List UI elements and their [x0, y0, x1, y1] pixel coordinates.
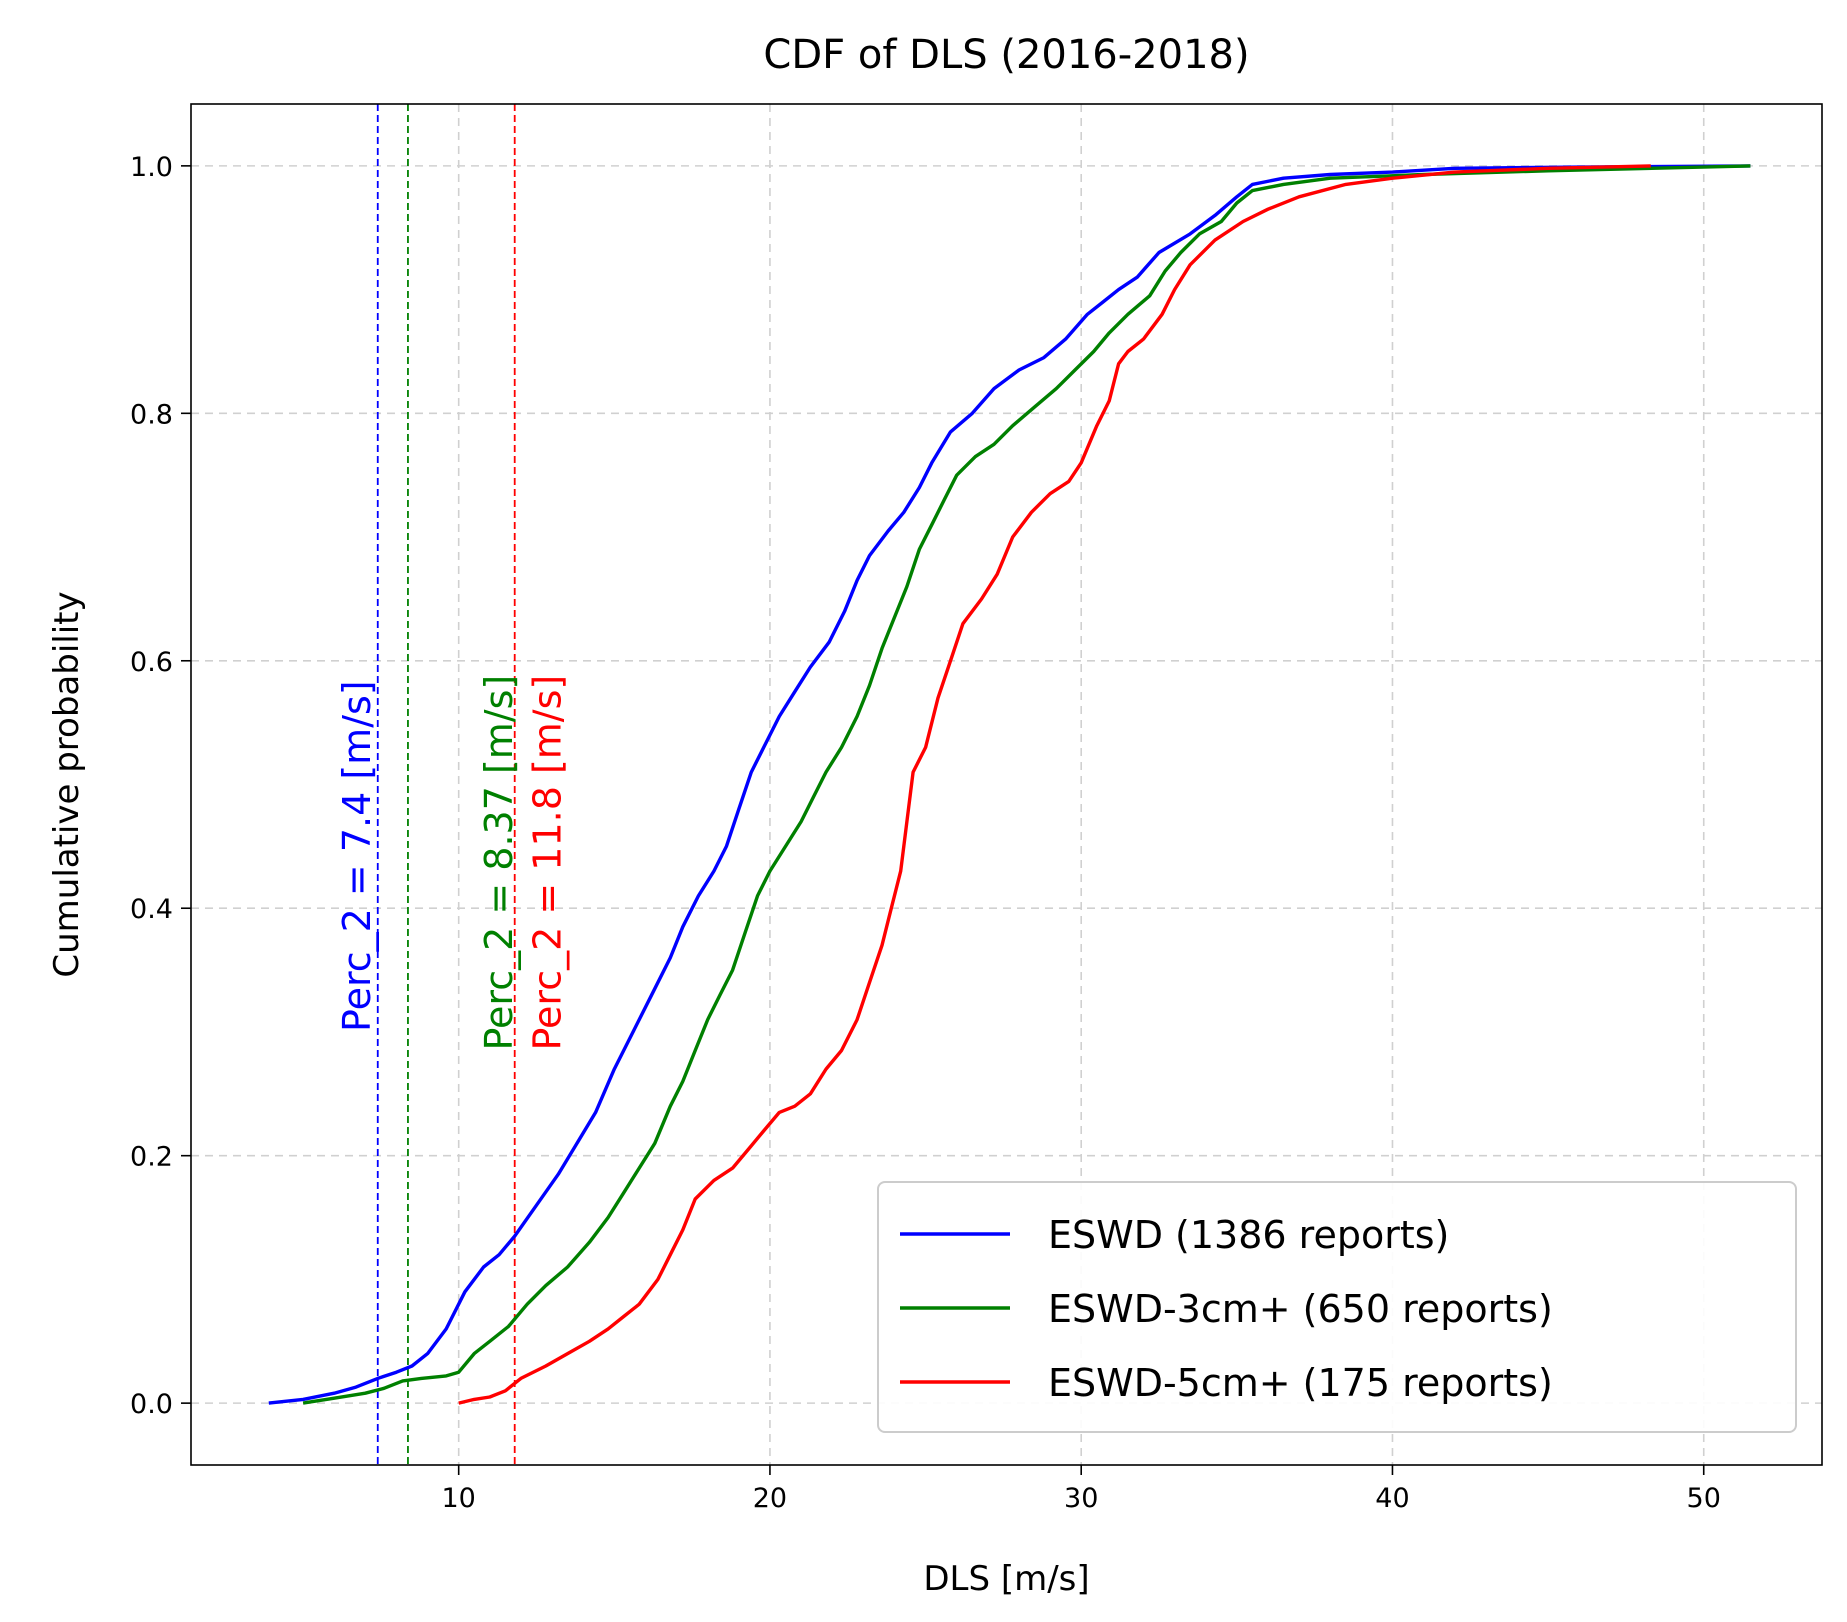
- chart-title: CDF of DLS (2016-2018): [763, 32, 1249, 78]
- percentile-labels: Perc_2 = 7.4 [m/s] Perc_2 = 8.37 [m/s] Per…: [335, 675, 570, 1051]
- x-tick-label: 30: [1064, 1483, 1098, 1514]
- y-tick-label: 0.6: [130, 647, 173, 678]
- legend-box: [877, 1181, 1797, 1433]
- y-tick-label: 0.4: [130, 894, 173, 925]
- x-tick-label: 40: [1375, 1483, 1409, 1514]
- y-tick-label: 0.0: [130, 1389, 173, 1420]
- y-axis-label: Cumulative probability: [47, 591, 87, 977]
- percentile-label: Perc_2 = 11.8 [m/s]: [526, 675, 570, 1051]
- axis-ticks: 10 20 30 40 50 0.0 0.2 0.4 0.6 0.8 1.0: [130, 152, 1721, 1514]
- series-line: [458, 164, 1651, 1405]
- x-tick-label: 20: [753, 1483, 787, 1514]
- y-tick-label: 0.2: [130, 1142, 173, 1173]
- x-axis-label: DLS [m/s]: [923, 1559, 1089, 1599]
- x-tick-label: 10: [442, 1483, 476, 1514]
- legend-label: ESWD-3cm+ (650 reports): [1048, 1287, 1553, 1331]
- plot-frame: [190, 103, 1823, 1466]
- percentile-label: Perc_2 = 8.37 [m/s]: [477, 675, 521, 1051]
- series-line: [302, 164, 1751, 1405]
- y-tick-label: 0.8: [130, 399, 173, 430]
- percentile-label: Perc_2 = 7.4 [m/s]: [335, 680, 379, 1032]
- series-lines: [268, 164, 1751, 1405]
- legend-label: ESWD (1386 reports): [1048, 1213, 1449, 1257]
- legend: ESWD (1386 reports) ESWD-3cm+ (650 report…: [877, 1181, 1797, 1433]
- x-tick-label: 50: [1687, 1483, 1721, 1514]
- series-line: [268, 164, 1751, 1405]
- y-tick-label: 1.0: [130, 152, 173, 183]
- legend-label: ESWD-5cm+ (175 reports): [1048, 1361, 1553, 1405]
